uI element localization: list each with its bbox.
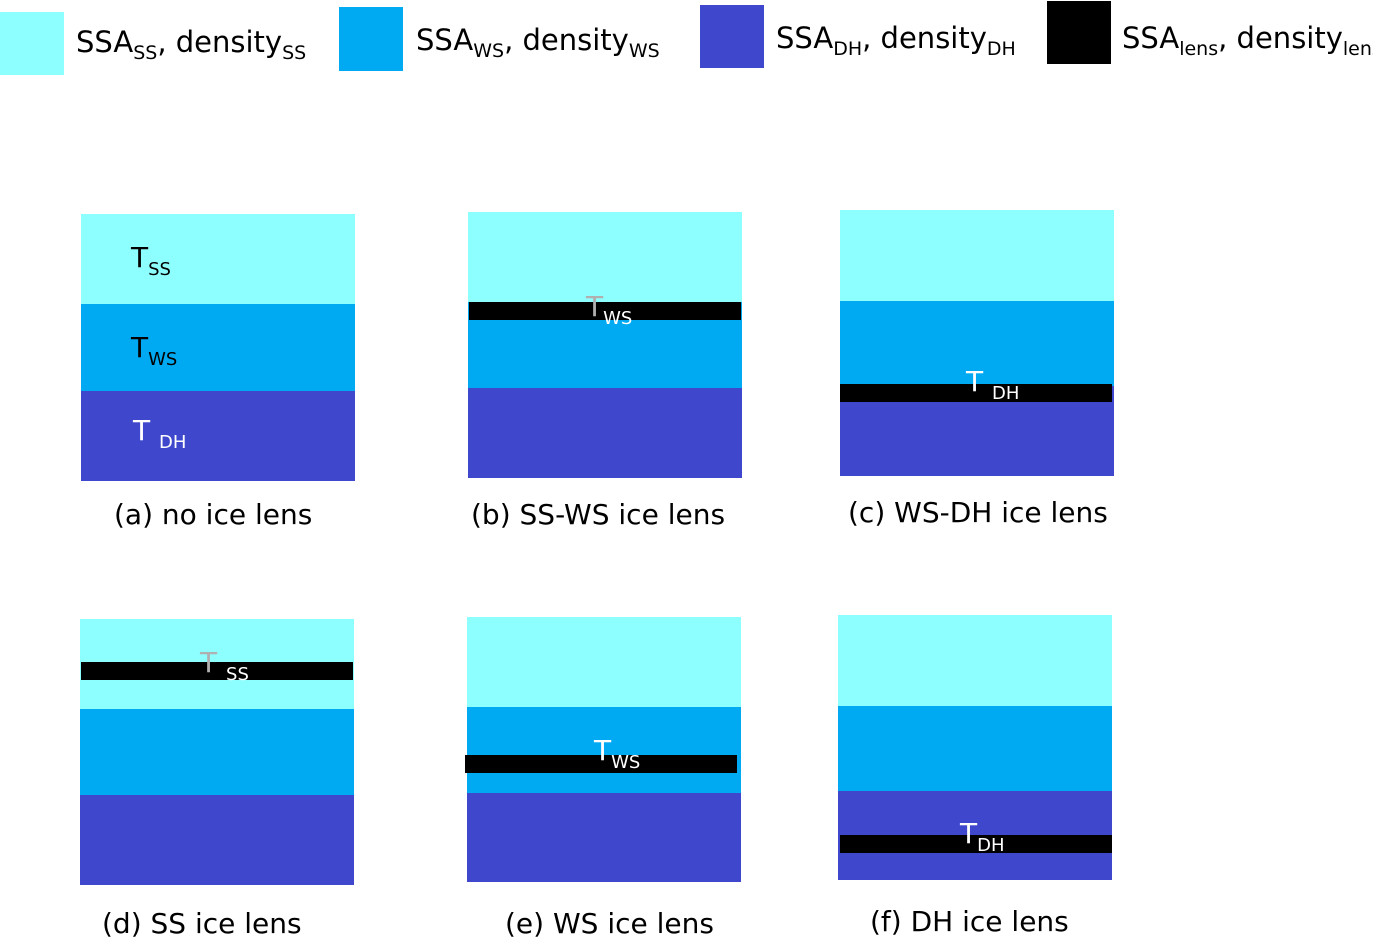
layer-depth-hoar [468, 388, 742, 478]
layer-surface-snow [838, 615, 1112, 706]
layer-surface-snow [467, 617, 741, 707]
panel-a: TSS TWS T DH [81, 214, 355, 481]
t-label-dh: TDH [960, 817, 1005, 857]
legend-swatch-ws [339, 7, 403, 71]
layer-wind-slab [81, 304, 355, 391]
layer-wind-slab [840, 301, 1114, 386]
t-label-ws: TWS [586, 290, 633, 330]
legend-swatch-lens [1047, 1, 1111, 64]
ice-lens [840, 384, 1112, 402]
layer-surface-snow [468, 212, 742, 302]
t-label-ws: TWS [594, 734, 641, 774]
legend-label-ss: SSASS, densitySS [76, 25, 307, 64]
layer-depth-hoar [467, 793, 741, 882]
panel-f: TDH [838, 615, 1112, 880]
ice-lens [81, 662, 353, 680]
t-label-ws: TWS [131, 331, 178, 371]
legend-label-dh: SSADH, densityDH [776, 21, 1016, 60]
legend-swatch-ss [0, 12, 64, 75]
panel-e: TWS [465, 617, 741, 882]
layer-wind-slab [838, 706, 1112, 791]
legend-label-lens: SSAlens, densitylens [1122, 21, 1373, 60]
panel-d: T SS [80, 619, 354, 885]
panel-b: TWS [468, 212, 742, 478]
t-label-ss: T SS [200, 646, 249, 686]
layer-depth-hoar [80, 795, 354, 885]
layer-surface-snow [81, 214, 355, 304]
panel-c: T DH [840, 210, 1114, 476]
ice-lens [469, 302, 741, 320]
layer-wind-slab [467, 707, 741, 793]
caption-c: (c) WS-DH ice lens [848, 496, 1108, 529]
caption-e: (e) WS ice lens [505, 907, 714, 940]
layer-surface-snow [840, 210, 1114, 301]
layer-depth-hoar [81, 391, 355, 481]
ice-lens [465, 755, 737, 773]
ice-lens [840, 835, 1112, 853]
t-label-dh: T DH [133, 414, 187, 454]
caption-a: (a) no ice lens [114, 498, 313, 531]
caption-b: (b) SS-WS ice lens [471, 498, 726, 531]
legend-label-ws: SSAWS, densityWS [416, 23, 660, 62]
t-label-dh: T DH [966, 365, 1020, 405]
caption-d: (d) SS ice lens [102, 907, 302, 940]
t-label-ss: TSS [131, 241, 171, 281]
legend-swatch-dh [700, 5, 764, 68]
caption-f: (f) DH ice lens [870, 905, 1069, 938]
layer-wind-slab [80, 709, 354, 795]
